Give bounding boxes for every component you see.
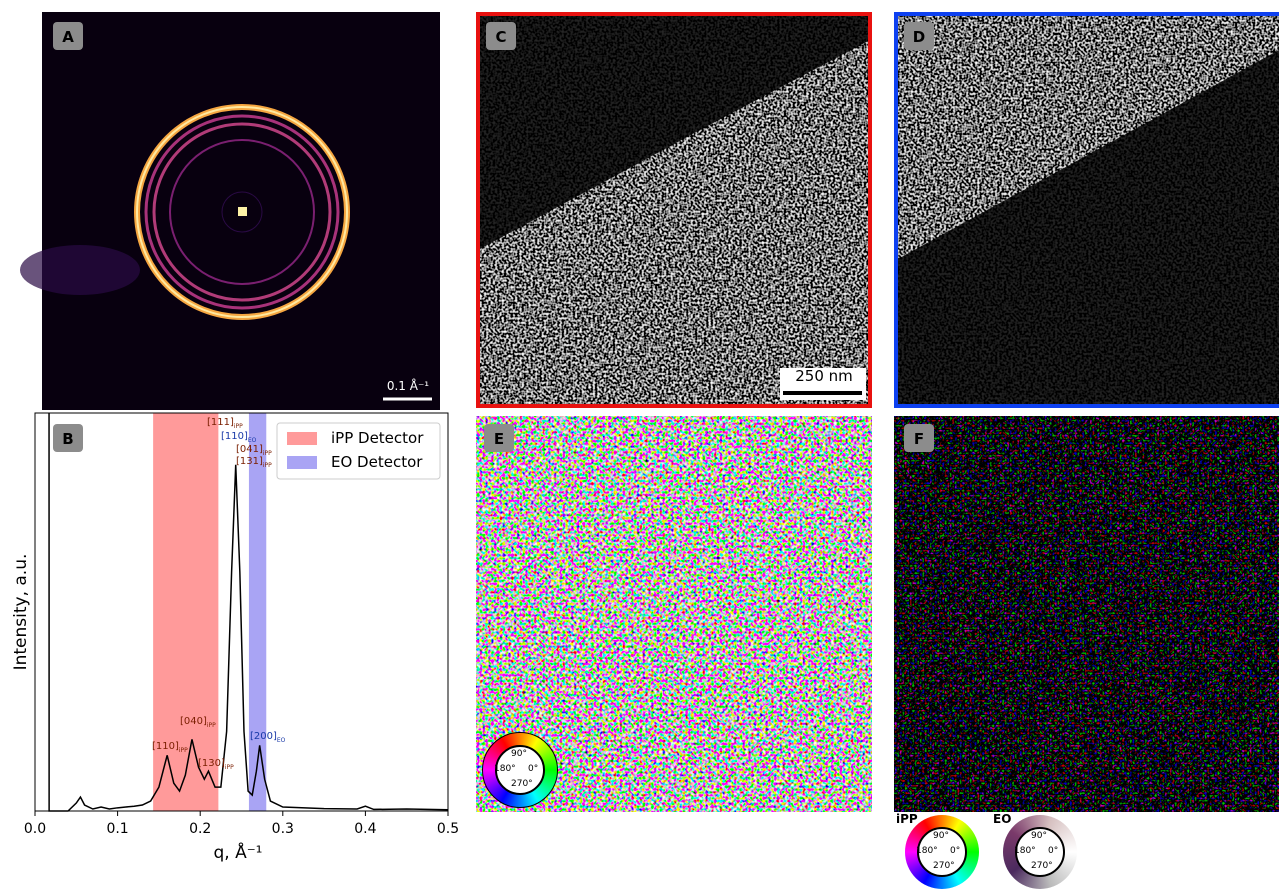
legend-swatch	[287, 456, 317, 469]
wheel-label: 180°	[494, 764, 516, 774]
peak-phase: iPP	[225, 764, 234, 771]
wheel-center: 90° 180° 0° 270°	[1015, 827, 1065, 877]
peak-index: [130]	[198, 758, 225, 769]
panel-letter: E	[494, 430, 504, 448]
beam-center	[238, 207, 247, 216]
color-wheel: 90° 180° 0° 270°	[905, 815, 979, 889]
x-tick-label: 0.2	[189, 821, 211, 837]
wheel-label: 90°	[1031, 831, 1047, 841]
legend-swatch	[287, 432, 317, 445]
panel-letter: B	[62, 430, 73, 448]
peak-index: [131]	[236, 456, 263, 467]
wheel-label: 270°	[1031, 861, 1053, 871]
x-tick-label: 0.1	[106, 821, 128, 837]
x-tick-label: 0.4	[354, 821, 376, 837]
peak-index: [110]	[221, 431, 248, 442]
peak-index: [200]	[250, 731, 277, 742]
peak-index: [041]	[236, 444, 263, 455]
wheel-title: EO	[993, 812, 1011, 826]
peak-phase: iPP	[234, 423, 243, 430]
wheel-label: 90°	[933, 831, 949, 841]
wheel-title: iPP	[896, 812, 918, 826]
legend-label: iPP Detector	[331, 429, 424, 447]
wheel-label: 270°	[933, 861, 955, 871]
wheel-label: 90°	[511, 749, 527, 759]
peak-index: [040]	[180, 716, 207, 727]
peak-phase: iPP	[263, 462, 272, 469]
x-axis-label: q, Å⁻¹	[213, 841, 262, 863]
y-axis-label: Intensity, a.u.	[11, 554, 31, 671]
x-tick-label: 0.3	[272, 821, 294, 837]
peak-phase: EO	[248, 437, 257, 444]
detector-band	[249, 413, 266, 811]
wheel-label: 180°	[1014, 846, 1036, 856]
map-f-noise	[894, 416, 1279, 812]
peak-index: [111]	[207, 417, 234, 428]
peak-phase: EO	[277, 737, 286, 744]
page: 0.1 Å⁻¹ 250 nm A B C D E F 0.0 0.1 0.2 0.3 0.4 0.5…	[0, 0, 1279, 889]
x-tick-label: 0.5	[437, 821, 459, 837]
panel-letter: D	[913, 28, 925, 46]
peak-phase: iPP	[207, 722, 216, 729]
panel-letter: F	[914, 430, 924, 448]
scale-bar-label: 0.1 Å⁻¹	[387, 378, 429, 393]
panel-letter: A	[62, 28, 74, 46]
peak-phase: iPP	[179, 747, 188, 754]
legend-label: EO Detector	[331, 453, 423, 471]
panel-letter: C	[495, 28, 506, 46]
figure: 0.1 Å⁻¹ 250 nm A B C D E F 0.0 0.1 0.2 0.3 0.4 0.5…	[0, 0, 1279, 889]
wheel-label: 0°	[950, 846, 960, 856]
haze	[20, 245, 140, 295]
wheel-center: 90° 180° 0° 270°	[495, 745, 545, 795]
x-tick-label: 0.0	[24, 821, 46, 837]
scale-bar-label: 250 nm	[795, 367, 853, 385]
wheel-label: 180°	[916, 846, 938, 856]
color-wheel: 90° 180° 0° 270°	[1003, 815, 1077, 889]
wheel-label: 0°	[1048, 846, 1058, 856]
peak-phase: iPP	[263, 450, 272, 457]
color-wheel: 90° 180° 0° 270°	[482, 732, 558, 808]
wheel-label: 0°	[528, 764, 538, 774]
wheel-label: 270°	[511, 779, 533, 789]
wheel-center: 90° 180° 0° 270°	[917, 827, 967, 877]
peak-index: [110]	[152, 741, 179, 752]
